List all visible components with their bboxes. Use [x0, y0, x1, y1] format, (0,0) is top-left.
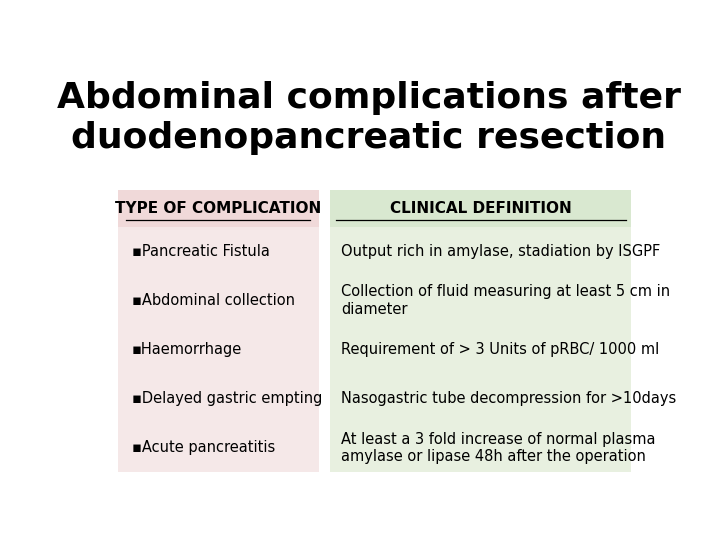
- Text: At least a 3 fold increase of normal plasma
amylase or lipase 48h after the oper: At least a 3 fold increase of normal pla…: [341, 431, 656, 464]
- FancyBboxPatch shape: [118, 227, 319, 472]
- Text: Nasogastric tube decompression for >10days: Nasogastric tube decompression for >10da…: [341, 391, 676, 406]
- Text: Output rich in amylase, stadiation by ISGPF: Output rich in amylase, stadiation by IS…: [341, 244, 660, 259]
- Text: CLINICAL DEFINITION: CLINICAL DEFINITION: [390, 201, 572, 216]
- Text: ▪Delayed gastric empting: ▪Delayed gastric empting: [132, 391, 323, 406]
- FancyBboxPatch shape: [118, 190, 319, 227]
- Text: Abdominal complications after
duodenopancreatic resection: Abdominal complications after duodenopan…: [57, 82, 681, 155]
- FancyBboxPatch shape: [330, 190, 631, 227]
- Text: Requirement of > 3 Units of pRBC/ 1000 ml: Requirement of > 3 Units of pRBC/ 1000 m…: [341, 342, 660, 357]
- Text: ▪Acute pancreatitis: ▪Acute pancreatitis: [132, 440, 275, 455]
- FancyBboxPatch shape: [330, 227, 631, 472]
- Text: TYPE OF COMPLICATION: TYPE OF COMPLICATION: [115, 201, 321, 216]
- Text: ▪Pancreatic Fistula: ▪Pancreatic Fistula: [132, 244, 270, 259]
- Text: ▪Abdominal collection: ▪Abdominal collection: [132, 293, 295, 308]
- Text: Collection of fluid measuring at least 5 cm in
diameter: Collection of fluid measuring at least 5…: [341, 285, 670, 317]
- Text: ▪Haemorrhage: ▪Haemorrhage: [132, 342, 242, 357]
